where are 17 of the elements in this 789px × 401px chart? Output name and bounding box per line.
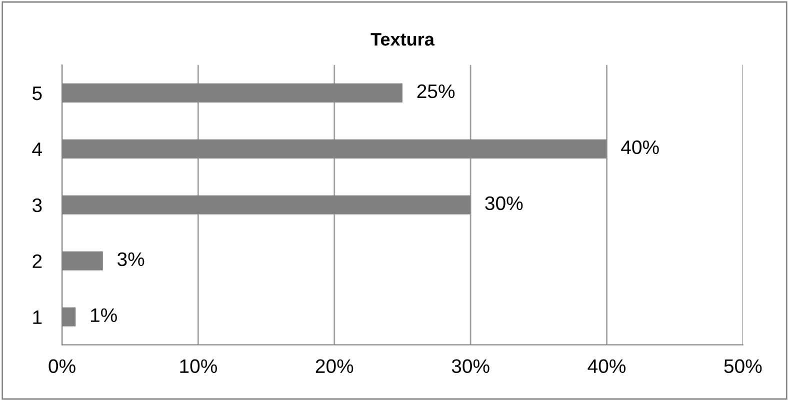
y-tick-label: 1 <box>33 310 42 324</box>
y-tick-label: 5 <box>32 86 42 100</box>
data-label: 30% <box>485 196 523 210</box>
x-tick-label: 50% <box>724 359 762 374</box>
data-label: 1% <box>91 308 117 322</box>
data-label: 25% <box>417 84 455 98</box>
data-label: 40% <box>621 140 659 154</box>
y-tick-label: 4 <box>32 142 42 156</box>
x-tick-label: 20% <box>316 359 354 374</box>
chart-title: Textura <box>370 33 435 46</box>
x-tick-label: 30% <box>452 359 490 374</box>
y-tick-label: 2 <box>32 254 42 268</box>
data-label: 3% <box>118 252 144 266</box>
x-tick-label: 40% <box>588 359 626 374</box>
x-tick-label: 10% <box>180 359 217 374</box>
y-tick-label: 3 <box>32 198 42 212</box>
x-tick-label: 0% <box>48 359 76 374</box>
